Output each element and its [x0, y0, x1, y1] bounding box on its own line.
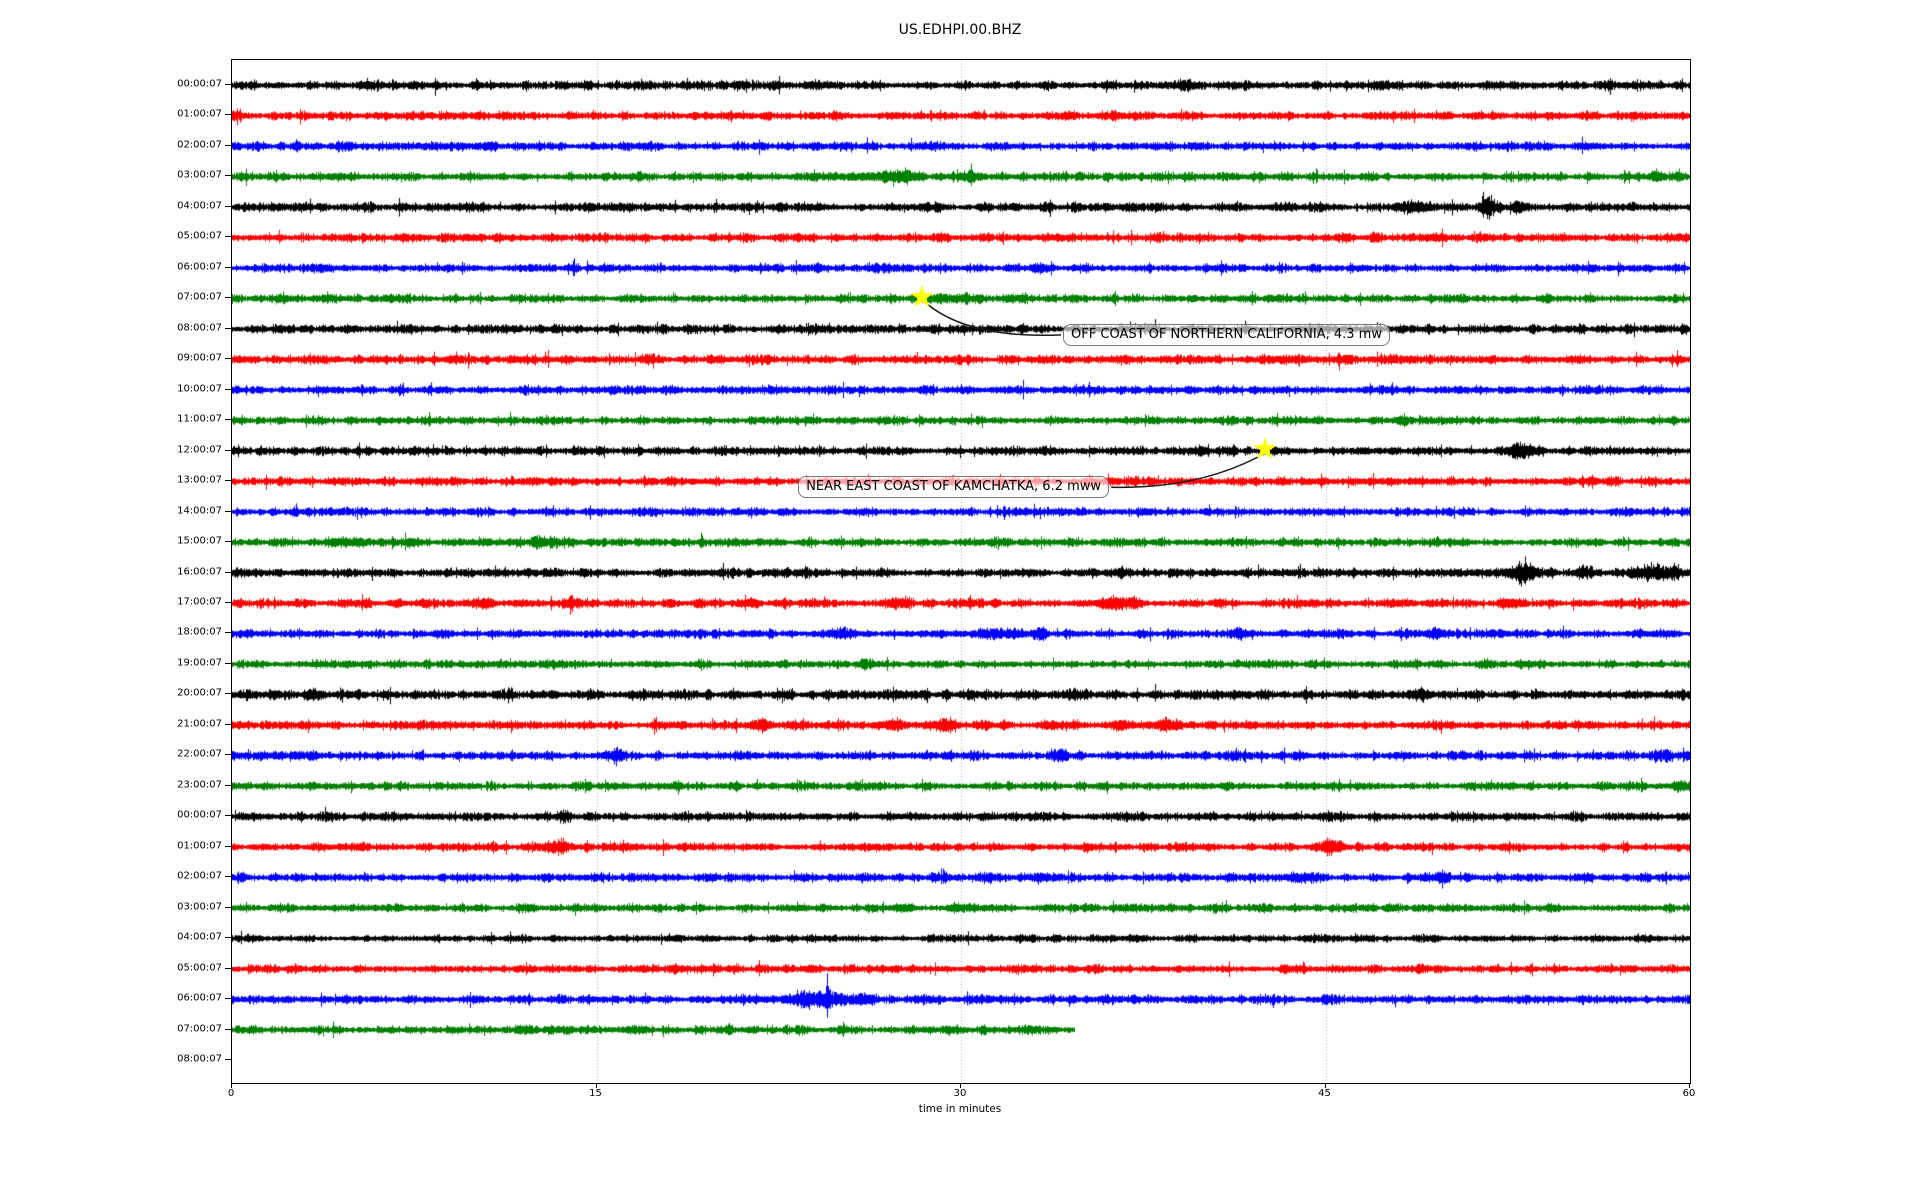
y-tick-label: 02:00:07 [177, 870, 222, 882]
y-tick-label: 02:00:07 [177, 139, 222, 151]
x-tick-label: 15 [589, 1088, 602, 1099]
y-tick-label: 06:00:07 [177, 261, 222, 273]
y-tick-label: 08:00:07 [177, 1053, 222, 1065]
y-tick-label: 09:00:07 [177, 352, 222, 364]
y-tick-label: 01:00:07 [177, 108, 222, 120]
y-tick-label: 04:00:07 [177, 931, 222, 943]
chart-title: US.EDHPI.00.BHZ [898, 22, 1022, 38]
event-annotation-text: OFF COAST OF NORTHERN CALIFORNIA, 4.3 mw [1071, 326, 1382, 342]
y-tick-label: 07:00:07 [177, 1023, 222, 1035]
y-tick-label: 05:00:07 [177, 230, 222, 242]
x-axis-label: time in minutes [918, 1103, 1002, 1115]
seismogram-canvas [232, 60, 1690, 1083]
y-tick-label: 20:00:07 [177, 687, 222, 699]
y-tick-label: 15:00:07 [177, 535, 222, 547]
y-tick-label: 01:00:07 [177, 840, 222, 852]
y-tick-label: 21:00:07 [177, 718, 222, 730]
event-annotation: NEAR EAST COAST OF KAMCHATKA, 6.2 mww [798, 476, 1110, 499]
y-tick-label: 04:00:07 [177, 200, 222, 212]
y-tick-label: 23:00:07 [177, 779, 222, 791]
y-tick-label: 13:00:07 [177, 474, 222, 486]
event-annotation: OFF COAST OF NORTHERN CALIFORNIA, 4.3 mw [1063, 323, 1390, 346]
y-tick-label: 08:00:07 [177, 322, 222, 334]
y-tick-label: 00:00:07 [177, 809, 222, 821]
y-tick-label: 03:00:07 [177, 901, 222, 913]
y-tick-label: 22:00:07 [177, 748, 222, 760]
event-star-icon [910, 284, 934, 307]
y-tick-label: 00:00:07 [177, 78, 222, 90]
plot-area: OFF COAST OF NORTHERN CALIFORNIA, 4.3 mw… [231, 59, 1691, 1084]
y-tick-label: 12:00:07 [177, 444, 222, 456]
y-tick-label: 10:00:07 [177, 383, 222, 395]
y-tick-label: 03:00:07 [177, 169, 222, 181]
y-tick-label: 11:00:07 [177, 413, 222, 425]
x-tick-label: 0 [227, 1088, 235, 1099]
y-tick-label: 07:00:07 [177, 291, 222, 303]
x-tick-label: 60 [1682, 1088, 1696, 1099]
event-star-icon [1253, 437, 1277, 459]
y-tick-label: 19:00:07 [177, 657, 222, 669]
event-annotation-text: NEAR EAST COAST OF KAMCHATKA, 6.2 mww [806, 479, 1102, 495]
y-tick-label: 18:00:07 [177, 626, 222, 638]
y-tick-label: 06:00:07 [177, 992, 222, 1004]
y-tick-label: 16:00:07 [177, 566, 222, 578]
x-tick-label: 30 [953, 1088, 967, 1099]
y-tick-label: 05:00:07 [177, 962, 222, 974]
x-tick-label: 45 [1318, 1088, 1331, 1099]
y-tick-label: 17:00:07 [177, 596, 222, 608]
y-tick-label: 14:00:07 [177, 505, 222, 517]
